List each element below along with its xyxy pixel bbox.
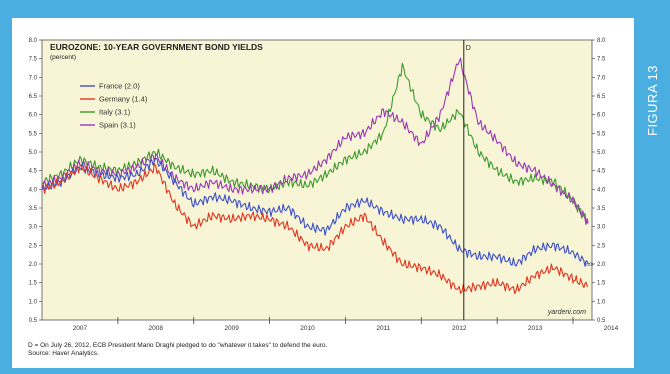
- y-tick-label-left: 6.0: [29, 113, 38, 119]
- y-tick-label-left: 7.0: [29, 75, 38, 81]
- x-tick-label: 2008: [149, 325, 164, 332]
- chart-subtitle: (percent): [50, 54, 76, 61]
- chart-title: EUROZONE: 10-YEAR GOVERNMENT BOND YIELDS: [50, 42, 263, 52]
- y-tick-label-right: 7.0: [597, 75, 606, 81]
- footnote-line-1: D = On July 26, 2012, ECB President Mari…: [28, 342, 328, 349]
- x-tick-label: 2010: [300, 325, 315, 332]
- y-tick-label-left: 1.0: [29, 299, 38, 305]
- legend-label-germany: Germany (1.4): [99, 95, 148, 104]
- y-tick-label-right: 2.0: [597, 262, 606, 268]
- y-tick-label-left: 2.5: [29, 243, 38, 249]
- y-tick-label-right: 5.5: [597, 131, 606, 137]
- footnote-line-2: Source: Haver Analytics.: [28, 349, 99, 357]
- y-tick-label-left: 0.5: [29, 318, 38, 324]
- y-tick-label-left: 7.5: [29, 57, 38, 63]
- legend-label-italy: Italy (3.1): [99, 108, 131, 117]
- legend-label-france: France (2.0): [99, 82, 140, 91]
- source-mark: yardeni.com: [547, 309, 586, 316]
- y-tick-label-right: 6.0: [597, 113, 606, 119]
- y-tick-label-right: 6.5: [597, 94, 606, 100]
- y-tick-label-right: 4.5: [597, 169, 606, 175]
- y-tick-label-right: 8.0: [597, 38, 606, 44]
- y-tick-label-left: 6.5: [29, 94, 38, 100]
- plot-background: [41, 39, 593, 321]
- series-lines: [41, 57, 589, 295]
- y-tick-label-right: 1.5: [597, 281, 606, 287]
- y-tick-label-right: 0.5: [597, 318, 606, 324]
- x-tick-label: 2007: [73, 325, 88, 332]
- x-tick-label: 2013: [528, 325, 543, 332]
- y-tick-label-left: 4.0: [29, 187, 38, 193]
- draghi-label: D: [466, 45, 471, 52]
- y-tick-label-left: 8.0: [29, 38, 38, 44]
- axes: 8.0 8.0 7.5 7.5 7.0 7.0 6.5 6.5 6.0 6.0 5.5 5.5 5.0 5…: [29, 38, 619, 332]
- y-tick-label-right: 7.5: [597, 57, 606, 63]
- end-value-label: ezb: [585, 262, 594, 268]
- series-line-germany: [41, 162, 589, 295]
- y-tick-label-left: 5.5: [29, 131, 38, 137]
- y-tick-label-right: 5.0: [597, 150, 606, 156]
- x-tick-label: 2012: [452, 325, 467, 332]
- y-tick-label-left: 2.0: [29, 262, 38, 268]
- y-tick-label-right: 3.5: [597, 206, 606, 212]
- y-tick-label-right: 4.0: [597, 187, 606, 193]
- x-tick-label: 2011: [376, 325, 390, 332]
- legend-label-spain: Spain (3.1): [99, 121, 136, 130]
- y-tick-label-left: 3.0: [29, 225, 38, 231]
- y-tick-label-left: 5.0: [29, 150, 38, 156]
- x-tick-label: 2014: [604, 325, 619, 332]
- x-tick-label: 2009: [224, 325, 239, 332]
- series-line-spain: [41, 57, 589, 226]
- y-tick-label-left: 3.5: [29, 206, 38, 212]
- legend: France (2.0) Germany (1.4) Italy (3.1) Spai…: [80, 82, 148, 130]
- series-line-france: [41, 157, 589, 267]
- footnote: D = On July 26, 2012, ECB President Mari…: [28, 342, 588, 357]
- y-tick-label-right: 3.0: [597, 225, 606, 231]
- series-line-italy: [41, 62, 589, 224]
- y-tick-label-left: 4.5: [29, 169, 38, 175]
- y-tick-label-right: 2.5: [597, 243, 606, 249]
- y-tick-label-right: 1.0: [597, 299, 606, 305]
- y-tick-label-left: 1.5: [29, 281, 38, 287]
